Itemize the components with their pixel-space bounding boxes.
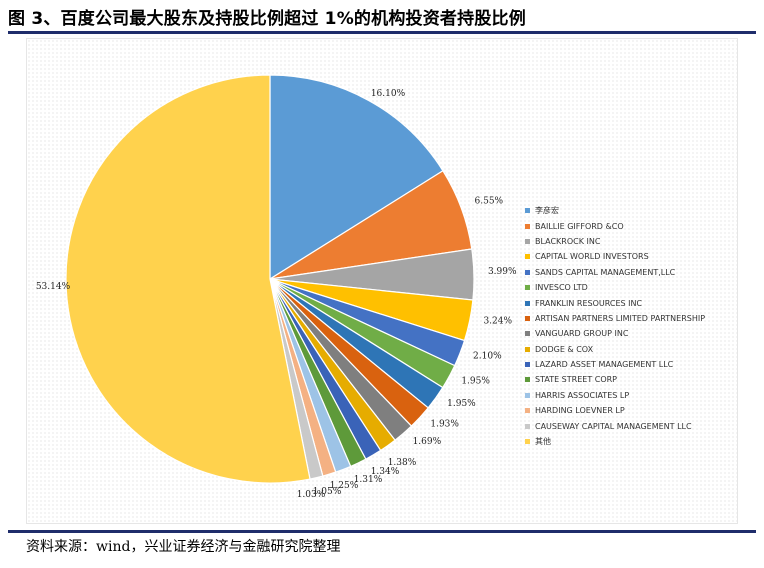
legend-swatch bbox=[525, 238, 530, 244]
bottom-rule bbox=[8, 530, 756, 533]
data-label: 16.10% bbox=[371, 89, 406, 99]
legend-item: HARRIS ASSOCIATES LP bbox=[525, 388, 705, 403]
data-label: 3.24% bbox=[483, 316, 512, 326]
legend-item: INVESCO LTD bbox=[525, 280, 705, 295]
legend-label: INVESCO LTD bbox=[535, 283, 588, 293]
legend-label: STATE STREET CORP bbox=[535, 375, 618, 385]
legend-label: FRANKLIN RESOURCES INC bbox=[535, 298, 643, 308]
legend-swatch bbox=[525, 408, 530, 414]
data-label: 53.14% bbox=[36, 282, 71, 292]
legend-label: 李彦宏 bbox=[535, 206, 559, 216]
legend-item: SANDS CAPITAL MANAGEMENT,LLC bbox=[525, 265, 705, 280]
legend-item: FRANKLIN RESOURCES INC bbox=[525, 295, 705, 310]
legend-item: 其他 bbox=[525, 434, 705, 449]
data-label: 1.69% bbox=[413, 437, 442, 447]
legend-label: DODGE & COX bbox=[535, 344, 594, 354]
legend-swatch bbox=[525, 362, 530, 368]
source-note: 资料来源：wind，兴业证券经济与金融研究院整理 bbox=[26, 539, 341, 555]
chart-legend: 李彦宏 BAILLIE GIFFORD &CO BLACKROCK INC CAPIT… bbox=[525, 203, 705, 449]
legend-swatch bbox=[525, 285, 530, 291]
legend-item: CAUSEWAY CAPITAL MANAGEMENT LLC bbox=[525, 418, 705, 433]
legend-label: HARRIS ASSOCIATES LP bbox=[535, 390, 630, 400]
data-label: 1.05% bbox=[313, 487, 342, 497]
legend-item: 李彦宏 bbox=[525, 203, 705, 218]
top-rule bbox=[8, 31, 756, 34]
data-label: 1.95% bbox=[447, 399, 476, 409]
legend-swatch bbox=[525, 439, 530, 445]
legend-swatch bbox=[525, 392, 530, 398]
legend-item: BLACKROCK INC bbox=[525, 234, 705, 249]
pie-slice bbox=[65, 74, 311, 484]
legend-label: VANGUARD GROUP INC bbox=[535, 329, 629, 339]
data-label: 2.10% bbox=[473, 351, 502, 361]
legend-label: BLACKROCK INC bbox=[535, 236, 601, 246]
legend-item: HARDING LOEVNER LP bbox=[525, 403, 705, 418]
legend-swatch bbox=[525, 377, 530, 383]
legend-label: BAILLIE GIFFORD &CO bbox=[535, 221, 624, 231]
legend-swatch bbox=[525, 223, 530, 229]
legend-label: CAUSEWAY CAPITAL MANAGEMENT LLC bbox=[535, 421, 692, 431]
legend-swatch bbox=[525, 254, 530, 260]
legend-swatch bbox=[525, 331, 530, 337]
pie-chart: 16.10% 6.55% 3.99% 3.24% 2.10% 1.95% 1.95% 1.93… bbox=[36, 74, 517, 500]
pie-slice bbox=[269, 74, 444, 281]
data-label: 1.38% bbox=[388, 458, 417, 468]
legend-item: LAZARD ASSET MANAGEMENT LLC bbox=[525, 357, 705, 372]
legend-item: DODGE & COX bbox=[525, 342, 705, 357]
legend-label: 其他 bbox=[535, 437, 551, 447]
legend-label: HARDING LOEVNER LP bbox=[535, 406, 625, 416]
legend-swatch bbox=[525, 208, 530, 214]
legend-item: ARTISAN PARTNERS LIMITED PARTNERSHIP bbox=[525, 311, 705, 326]
data-label: 3.99% bbox=[488, 267, 517, 277]
legend-swatch bbox=[525, 346, 530, 352]
legend-swatch bbox=[525, 315, 530, 321]
legend-label: LAZARD ASSET MANAGEMENT LLC bbox=[535, 360, 674, 370]
legend-label: SANDS CAPITAL MANAGEMENT,LLC bbox=[535, 267, 676, 277]
legend-item: CAPITAL WORLD INVESTORS bbox=[525, 249, 705, 264]
legend-item: VANGUARD GROUP INC bbox=[525, 326, 705, 341]
legend-swatch bbox=[525, 300, 530, 306]
data-label: 1.95% bbox=[461, 376, 490, 386]
legend-item: BAILLIE GIFFORD &CO bbox=[525, 218, 705, 233]
legend-label: CAPITAL WORLD INVESTORS bbox=[535, 252, 649, 262]
data-label: 1.31% bbox=[354, 475, 383, 485]
legend-swatch bbox=[525, 269, 530, 275]
figure-title: 图 3、百度公司最大股东及持股比例超过 1%的机构投资者持股比例 bbox=[8, 9, 526, 29]
legend-label: ARTISAN PARTNERS LIMITED PARTNERSHIP bbox=[535, 313, 706, 323]
chart-area: 16.10% 6.55% 3.99% 3.24% 2.10% 1.95% 1.95% 1.93… bbox=[26, 38, 738, 524]
legend-item: STATE STREET CORP bbox=[525, 372, 705, 387]
data-label: 1.93% bbox=[430, 420, 459, 430]
legend-swatch bbox=[525, 423, 530, 429]
data-label: 1.34% bbox=[371, 467, 400, 477]
data-label: 1.03% bbox=[297, 490, 326, 500]
data-label: 1.25% bbox=[330, 481, 359, 491]
data-label: 6.55% bbox=[475, 197, 504, 207]
